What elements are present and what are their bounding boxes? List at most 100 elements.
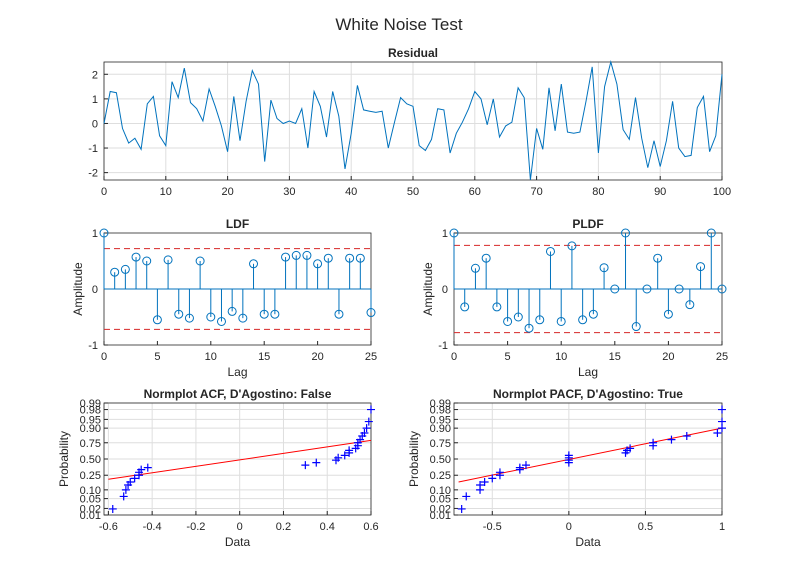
stem-marker xyxy=(323,253,333,263)
x-tick-label: 60 xyxy=(469,186,481,198)
normplot-point xyxy=(626,444,635,453)
normplot-point xyxy=(515,463,524,472)
normplot-point xyxy=(340,451,349,460)
figure-title: White Noise Test xyxy=(335,15,463,34)
stem-marker xyxy=(152,315,162,325)
plot-title: Normplot ACF, D'Agostino: False xyxy=(144,387,332,401)
stem-marker xyxy=(334,309,344,319)
reference-fit-line xyxy=(458,427,723,483)
stem-marker xyxy=(588,309,598,319)
x-tick-label: 15 xyxy=(609,351,621,363)
stem-marker xyxy=(110,267,120,277)
stem-marker xyxy=(717,284,727,294)
x-tick-label: 10 xyxy=(205,351,217,363)
x-tick-label: 20 xyxy=(221,186,233,198)
plot-title: PLDF xyxy=(572,217,603,231)
stem-marker xyxy=(206,312,216,322)
normplot-point xyxy=(345,446,354,455)
y-tick-label: 0.50 xyxy=(80,454,101,466)
x-tick-label: 5 xyxy=(154,351,160,363)
normplot-point xyxy=(312,458,321,467)
normplot-point xyxy=(718,417,726,426)
stem-marker xyxy=(503,316,513,326)
stem-marker xyxy=(291,250,301,260)
residual-plot: 0 10 20 30 40 50 60 70 80 90 100 -2 -1 0 1 2 Residual xyxy=(88,46,731,198)
stem-marker xyxy=(567,241,577,251)
stem-marker xyxy=(449,228,459,238)
stem-marker xyxy=(366,308,376,318)
stem-marker xyxy=(556,316,566,326)
stem-marker xyxy=(545,246,555,256)
x-tick-label: 20 xyxy=(662,351,674,363)
y-tick-label: 0.25 xyxy=(430,470,451,482)
x-tick-label: -0.6 xyxy=(99,521,118,533)
normplot-point xyxy=(137,465,146,474)
stem-marker xyxy=(470,263,480,273)
x-tick-label: 20 xyxy=(311,351,323,363)
normplot-point xyxy=(476,481,485,490)
normplot-point xyxy=(564,451,573,460)
stem-marker xyxy=(259,309,269,319)
x-axis-label: Data xyxy=(225,535,251,549)
normplot-point xyxy=(130,474,139,483)
plot-title: Normplot PACF, D'Agostino: True xyxy=(493,387,683,401)
normplot-point xyxy=(713,428,722,437)
x-tick-label: 25 xyxy=(365,351,377,363)
stem-marker xyxy=(513,312,523,322)
x-axis-label: Lag xyxy=(227,365,247,379)
normplot-point xyxy=(360,428,369,437)
stem-marker xyxy=(131,252,141,262)
stem-marker xyxy=(460,302,470,312)
y-tick-label: -2 xyxy=(88,168,98,180)
stem-marker xyxy=(163,255,173,265)
y-axis-label: Probability xyxy=(57,431,71,487)
normplot-point xyxy=(108,504,117,513)
y-tick-label: 0.25 xyxy=(80,470,101,482)
plot-title: LDF xyxy=(226,217,249,231)
stem-marker xyxy=(227,306,237,316)
x-axis-label: Lag xyxy=(578,365,598,379)
stem-marker xyxy=(270,309,280,319)
stem-marker xyxy=(631,322,641,332)
stem-marker xyxy=(142,256,152,266)
y-tick-label: 0.50 xyxy=(430,454,451,466)
x-tick-label: 0 xyxy=(566,521,572,533)
y-tick-label: 0.02 xyxy=(430,503,451,515)
normplot-point xyxy=(121,485,130,494)
normplot-point xyxy=(143,463,152,472)
x-tick-label: 1 xyxy=(719,521,725,533)
normplot-pacf: -0.5 0 0.5 1 0.010.020.050.10 0.25 0.50 0.75 0.9… xyxy=(407,387,726,549)
stem-marker xyxy=(524,323,534,333)
y-tick-label: -1 xyxy=(88,340,98,352)
stem-marker xyxy=(313,259,323,269)
y-tick-label: 0.75 xyxy=(430,438,451,450)
y-tick-label: 0.99 xyxy=(80,398,101,410)
y-tick-label: 1 xyxy=(92,94,98,106)
stem-marker xyxy=(355,253,365,263)
stem-marker xyxy=(621,228,631,238)
residual-series-line xyxy=(103,60,723,181)
normplot-point xyxy=(362,424,371,433)
normplot-point xyxy=(521,461,530,470)
normplot-point xyxy=(495,468,504,477)
x-tick-label: 0.5 xyxy=(638,521,653,533)
x-tick-label: 0 xyxy=(237,521,243,533)
stem-marker xyxy=(184,313,194,323)
x-tick-label: 0 xyxy=(451,351,457,363)
y-tick-label: -1 xyxy=(88,143,98,155)
normplot-point xyxy=(334,453,343,462)
y-tick-label: 0.01 xyxy=(80,510,101,522)
y-tick-label: 0.95 xyxy=(80,414,101,426)
x-tick-label: 90 xyxy=(654,186,666,198)
x-tick-label: 30 xyxy=(283,186,295,198)
x-tick-label: -0.2 xyxy=(186,521,205,533)
x-tick-label: 80 xyxy=(592,186,604,198)
normplot-point xyxy=(457,504,466,513)
normplot-point xyxy=(367,405,375,414)
x-tick-label: 10 xyxy=(160,186,172,198)
y-tick-label: 0.01 xyxy=(430,510,451,522)
y-tick-label: 0.10 xyxy=(80,485,101,497)
stem-marker xyxy=(610,284,620,294)
